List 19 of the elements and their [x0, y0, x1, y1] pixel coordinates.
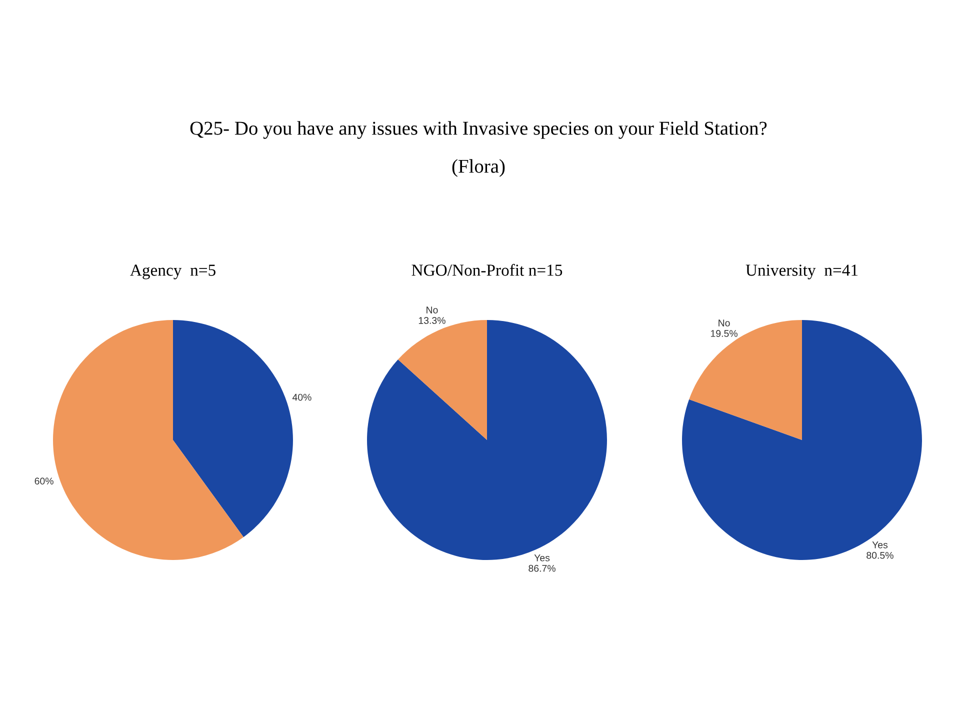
text: (Flora) [452, 159, 505, 177]
pie-slice [682, 320, 922, 560]
text: Q25- Do you have any issues with Invasive species on your Field Station? [190, 121, 767, 139]
slice-label: No [426, 306, 438, 314]
slice-label: Yes [872, 542, 888, 548]
data-label: 86.7% [528, 564, 556, 572]
slice-label: No [718, 320, 730, 326]
data-label: 40% [292, 394, 312, 401]
data-label: 80.5% [866, 552, 894, 559]
pie-slice [53, 320, 244, 560]
chart-title: NGO/Non-Profit n=15 [412, 264, 562, 276]
pie-slice [173, 320, 293, 538]
chart-title: University n=41 [746, 264, 858, 280]
pie-slice [689, 320, 802, 440]
data-label: 60% [34, 478, 54, 485]
data-label: 19.5% [710, 330, 738, 337]
chart-title: Agency n=5 [130, 264, 216, 280]
data-label: 13.3% [418, 317, 446, 324]
slice-label: Yes [534, 554, 550, 562]
